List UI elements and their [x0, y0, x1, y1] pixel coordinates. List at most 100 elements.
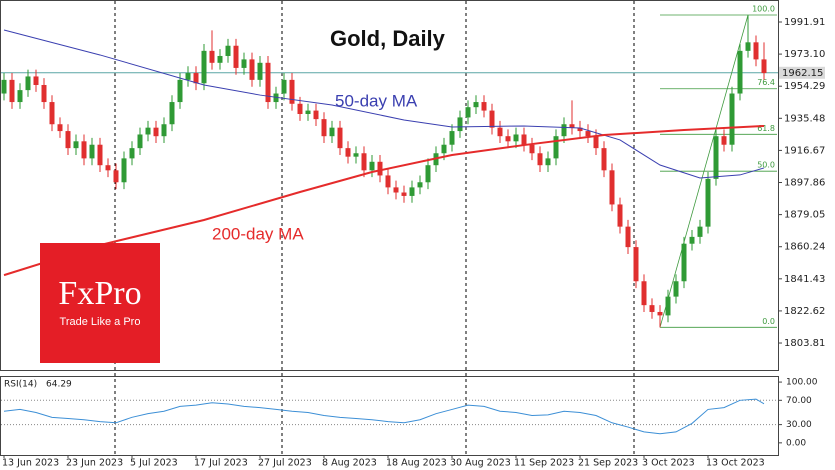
x-tick-label: 13 Jun 2023	[2, 458, 59, 469]
candle-body	[321, 119, 327, 137]
candle-body	[201, 50, 207, 84]
candle-body	[681, 243, 687, 282]
candle-body	[49, 102, 55, 125]
candle-body	[729, 93, 735, 145]
x-tick-label: 18 Aug 2023	[386, 458, 447, 469]
candle-body	[297, 103, 303, 115]
candle-body	[1, 79, 7, 94]
candle-body	[545, 158, 551, 166]
candle-body	[257, 62, 263, 80]
rsi-tick-label: 100.00	[786, 378, 818, 388]
y-tick-label: 1860.24	[784, 242, 825, 253]
rsi-frame	[0, 376, 779, 456]
candle-body	[689, 236, 695, 244]
candle-body	[313, 110, 319, 120]
candle-body	[249, 59, 255, 80]
candle-body	[513, 134, 519, 142]
candle-body	[9, 79, 15, 103]
candle-body	[209, 50, 215, 63]
plot: 1991.91 1973.10 1954.29 1935.48 1916.67 1897.…	[1, 5, 825, 469]
candle-body	[33, 76, 39, 85]
rsi-last: 64.29	[46, 380, 72, 390]
candle-body	[17, 90, 23, 103]
rsi-tick-label: 70.00	[786, 396, 812, 406]
candle-body	[137, 134, 143, 149]
candle-body	[121, 158, 127, 183]
ma50-label: 50-day MA	[335, 91, 418, 110]
candle-body	[577, 127, 583, 132]
candle-body	[169, 102, 175, 125]
candle-body	[473, 102, 479, 108]
candle-body	[537, 153, 543, 166]
candle-body	[737, 50, 743, 94]
rsi-label: RSI(14)	[4, 380, 37, 390]
candle-body	[369, 161, 375, 171]
ma200-label: 200-day MA	[212, 224, 304, 243]
candle-body	[457, 117, 463, 132]
candle-body	[65, 131, 71, 149]
y-tick-label: 1803.81	[784, 338, 825, 349]
x-tick-label: 17 Jul 2023	[194, 458, 248, 469]
candle-body	[393, 187, 399, 193]
candle-body	[401, 192, 407, 196]
x-tick-label: 5 Jul 2023	[130, 458, 178, 469]
candle-body	[57, 124, 63, 132]
candle-body	[449, 131, 455, 145]
candle-body	[425, 165, 431, 183]
candle-body	[353, 153, 359, 157]
candle-body	[745, 42, 751, 51]
candle-body	[481, 102, 487, 111]
candle-body	[265, 62, 271, 103]
candle-body	[521, 134, 527, 145]
candle-body	[753, 42, 759, 60]
y-tick-label: 1973.10	[784, 49, 825, 60]
candle-body	[233, 45, 239, 68]
candle-body	[105, 165, 111, 171]
candle-body	[281, 79, 287, 94]
logo: FxPro	[58, 275, 141, 312]
y-tick-label: 1841.43	[784, 274, 825, 285]
candle-body	[561, 124, 567, 137]
moving-average	[3, 124, 765, 277]
y-tick-label: 1822.62	[784, 306, 825, 317]
month-separators	[114, 1, 635, 455]
candle-body	[761, 59, 767, 74]
candle-body	[489, 110, 495, 128]
fib-label: 0.0	[762, 317, 775, 326]
candle-body	[81, 141, 87, 159]
chart-title: Gold, Daily	[330, 26, 446, 51]
candle-body	[641, 281, 647, 306]
candle-body	[377, 161, 383, 176]
fib-label: 61.8	[757, 124, 775, 133]
candle-body	[337, 127, 343, 149]
candle-body	[673, 281, 679, 297]
candle-body	[593, 136, 599, 149]
candle-body	[529, 144, 535, 154]
x-tick-label: 11 Sep 2023	[514, 458, 574, 469]
candle-body	[185, 73, 191, 80]
y-tick-label: 1879.05	[784, 210, 825, 221]
candle-body	[153, 127, 159, 137]
candle-body	[113, 170, 119, 183]
candle-body	[713, 136, 719, 179]
candle-body	[177, 79, 183, 103]
x-tick-label: 8 Aug 2023	[322, 458, 377, 469]
fib-label: 50.0	[757, 161, 775, 170]
candle-body	[657, 311, 663, 316]
y-tick-label: 1954.29	[784, 81, 825, 92]
candle-body	[193, 73, 199, 84]
rsi-line	[3, 398, 765, 435]
price-tag	[779, 66, 825, 79]
candle-body	[409, 187, 415, 196]
candle-body	[385, 175, 391, 188]
y-tick-label: 1991.91	[784, 17, 825, 28]
fib-label: 100.0	[752, 5, 775, 14]
candle-body	[73, 141, 79, 149]
rsi-tick-label: 0.00	[786, 438, 806, 448]
x-tick-label: 21 Sep 2023	[578, 458, 638, 469]
candle-body	[161, 124, 167, 137]
candle-body	[617, 204, 623, 227]
candle-body	[273, 93, 279, 103]
moving-average	[3, 29, 765, 179]
main-frame	[0, 0, 779, 371]
